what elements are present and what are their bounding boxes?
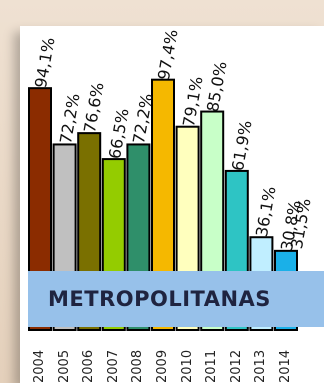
tick-label-2006: 2006 [81,349,97,383]
bar-2004 [28,87,52,332]
tick-label-2012: 2012 [228,349,244,383]
bar-2009 [151,78,175,331]
tick-label-2007: 2007 [105,349,121,383]
tick-label-2014: 2014 [278,349,293,383]
tick-label-2011: 2011 [204,349,220,383]
category-banner-label: METROPOLITANAS [48,287,271,311]
tick-label-2009: 2009 [155,349,170,383]
category-banner [28,271,324,327]
tick-label-2005: 2005 [56,349,72,383]
tick-label-2010: 2010 [179,349,195,383]
tick-label-2013: 2013 [253,349,269,383]
tick-label-2004: 2004 [32,349,47,383]
tick-label-2008: 2008 [130,349,146,383]
